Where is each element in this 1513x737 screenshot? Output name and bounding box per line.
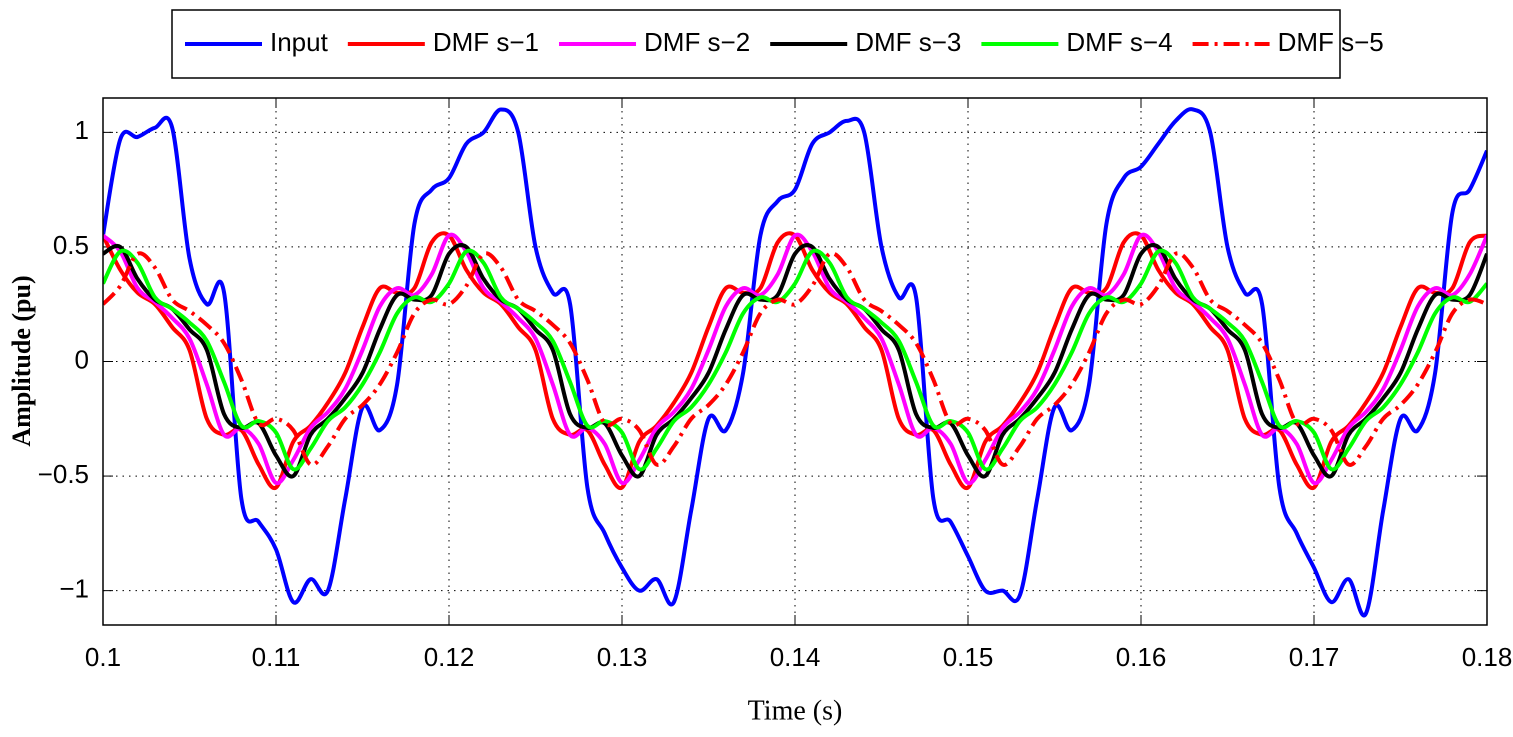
legend-label: DMF s−2 (644, 27, 750, 57)
x-tick-label: 0.13 (597, 642, 648, 672)
y-tick-label: −0.5 (38, 459, 89, 489)
axes-box (102, 97, 1488, 626)
x-axis-label: Time (s) (748, 695, 843, 726)
x-tick-label: 0.1 (85, 642, 121, 672)
y-tick-label: −1 (59, 574, 89, 604)
legend-label: DMF s−5 (1278, 27, 1384, 57)
series-line (103, 107, 1487, 618)
legend-label: DMF s−3 (855, 27, 961, 57)
y-axis-label: Amplitude (pu) (7, 275, 36, 446)
x-tick-label: 0.17 (1289, 642, 1340, 672)
series-group (103, 107, 1487, 618)
y-tick-label: 0.5 (53, 230, 89, 260)
series-line (103, 232, 1487, 486)
x-tick-label: 0.12 (424, 642, 475, 672)
legend-label: Input (270, 27, 329, 57)
x-tick-label: 0.16 (1116, 642, 1167, 672)
x-tick-label: 0.18 (1462, 642, 1513, 672)
x-tick-label: 0.14 (770, 642, 821, 672)
y-tick-label: 0 (75, 344, 89, 374)
series-line (103, 243, 1487, 479)
legend-label: DMF s−4 (1066, 27, 1172, 57)
legend-label: DMF s−1 (433, 27, 539, 57)
x-tick-label: 0.11 (252, 642, 301, 672)
y-tick-label: 1 (75, 115, 89, 145)
x-tick-label: 0.15 (943, 642, 994, 672)
series-line (103, 248, 1487, 472)
